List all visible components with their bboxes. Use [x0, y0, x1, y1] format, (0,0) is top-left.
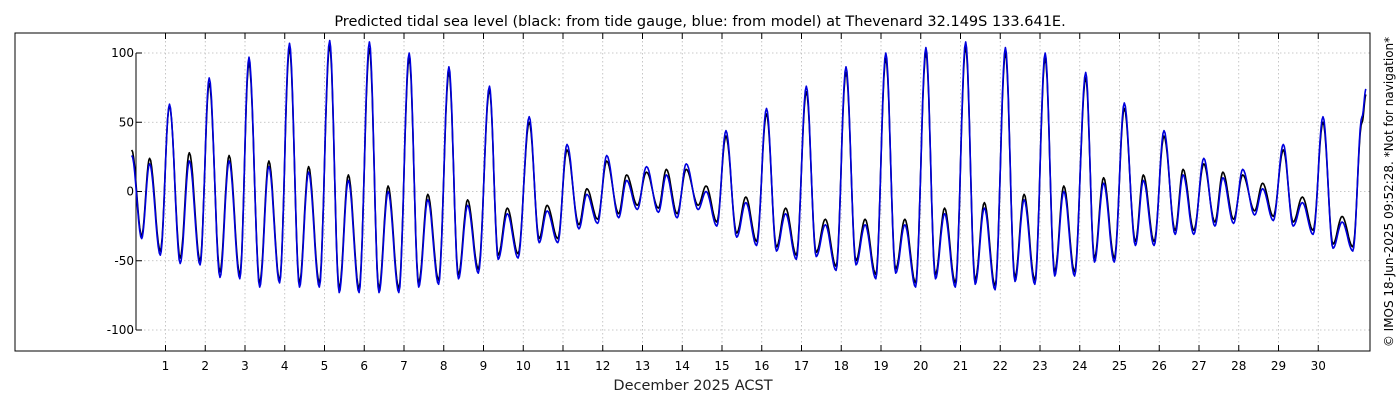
x-axis-label: December 2025 ACST [613, 378, 772, 394]
x-tick-label: 5 [321, 359, 329, 373]
x-tick-label: 9 [480, 359, 488, 373]
x-tick-label: 17 [794, 359, 809, 373]
x-tick-label: 7 [400, 359, 408, 373]
y-tick-label: 100 [111, 46, 134, 60]
x-tick-label: 20 [913, 359, 928, 373]
chart-title: Predicted tidal sea level (black: from t… [334, 14, 1065, 30]
x-axis-ticks: 1 2 3 4 5 6 7 8 9 10 11 12 13 14 15 16 17 18 19 20 21 22 23 24 2… [162, 33, 1326, 373]
x-tick-label: 8 [440, 359, 448, 373]
x-tick-label: 2 [201, 359, 209, 373]
x-tick-label: 11 [555, 359, 570, 373]
x-tick-label: 27 [1191, 359, 1206, 373]
x-tick-label: 12 [595, 359, 610, 373]
y-tick-label: -100 [107, 323, 134, 337]
x-tick-label: 24 [1072, 359, 1087, 373]
x-tick-label: 25 [1112, 359, 1127, 373]
y-tick-label: 50 [119, 115, 134, 129]
y-axis-ticks: 100 50 0 -50 -100 [107, 46, 142, 337]
x-tick-label: 21 [953, 359, 968, 373]
x-tick-label: 1 [162, 359, 170, 373]
x-tick-label: 23 [1032, 359, 1047, 373]
x-tick-label: 10 [516, 359, 531, 373]
copyright-note: © IMOS 18-Jun-2025 09:52:28. *Not for na… [1382, 37, 1396, 347]
x-tick-label: 19 [873, 359, 888, 373]
x-tick-label: 15 [714, 359, 729, 373]
y-tick-label: -50 [114, 254, 134, 268]
x-tick-label: 3 [241, 359, 249, 373]
x-tick-label: 26 [1152, 359, 1167, 373]
x-tick-label: 29 [1271, 359, 1286, 373]
x-tick-label: 13 [635, 359, 650, 373]
x-tick-label: 18 [834, 359, 849, 373]
x-tick-label: 16 [754, 359, 769, 373]
x-tick-label: 4 [281, 359, 289, 373]
x-tick-label: 14 [675, 359, 690, 373]
x-tick-label: 6 [360, 359, 368, 373]
x-tick-label: 22 [993, 359, 1008, 373]
x-tick-label: 28 [1231, 359, 1246, 373]
from-model-line [130, 39, 1367, 294]
grid-lines [136, 33, 1370, 351]
y-tick-label: 0 [126, 185, 134, 199]
x-tick-label: 30 [1311, 359, 1326, 373]
series-lines [130, 39, 1367, 294]
